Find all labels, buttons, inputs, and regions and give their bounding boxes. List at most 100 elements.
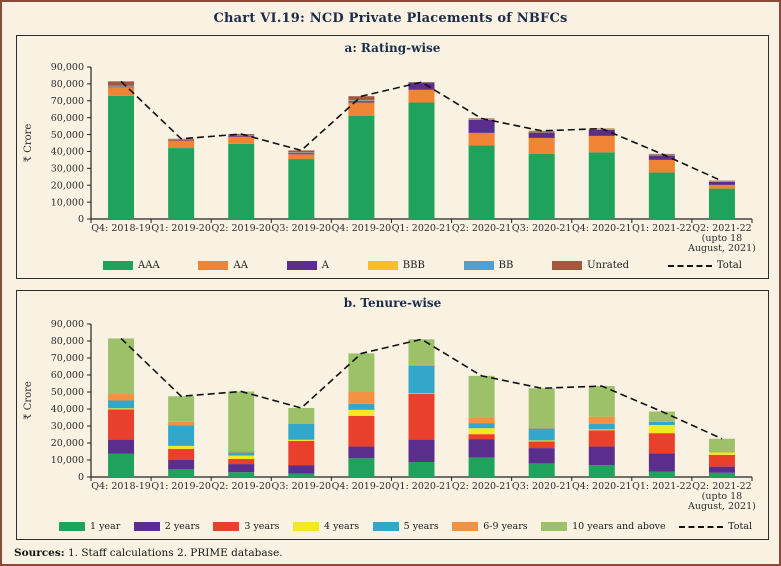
x-category-label: Q2: 2020-21	[452, 223, 512, 234]
legend-item-unrated: Unrated	[552, 260, 629, 271]
bar-segment-3-years	[348, 415, 375, 447]
bar-segment-a	[228, 135, 255, 137]
bar-segment-a	[408, 83, 435, 90]
y-axis-label: ₹ Crore	[23, 124, 34, 163]
bar-segment-1-year	[708, 472, 735, 477]
rating-chart: 0 10,000 20,000 30,000 40,000 50,000 60,000 70,…	[17, 60, 766, 261]
bar-segment-6-9-years	[348, 392, 375, 404]
bar-segment-aa	[588, 135, 615, 153]
y-tick-label: 50,000	[51, 130, 84, 141]
y-tick-label: 70,000	[51, 353, 84, 364]
bar-segment-3-years	[288, 440, 315, 466]
x-category-label: Q3: 2020-21	[512, 481, 572, 492]
bar-segment-3-years	[708, 454, 735, 467]
bar-segment-aaa	[228, 143, 255, 219]
bar-segment-unrated	[408, 82, 435, 83]
bar-segment-unrated	[108, 81, 135, 86]
bar-segment-aa	[108, 87, 135, 96]
x-category-label: Q4: 2018-19	[91, 223, 151, 234]
x-category-label: Q4: 2020-21	[572, 223, 632, 234]
legend-swatch-aa	[198, 261, 229, 270]
bar-segment-aa	[708, 184, 735, 189]
legend-label: AAA	[138, 260, 160, 271]
bar-segment-aa	[468, 132, 495, 146]
legend-item-bb: BB	[463, 260, 514, 271]
y-tick-label: 40,000	[51, 404, 84, 415]
legend-item-total: Total	[679, 521, 752, 532]
bar-segment-aa	[648, 159, 675, 173]
panel-rating-title: a: Rating-wise	[344, 41, 441, 55]
bar-segment-1-year	[468, 457, 495, 477]
x-category-label: Q2: 2021-22 (upto 18 August, 2021)	[687, 481, 756, 512]
bar-segment-3-years	[168, 448, 195, 460]
bar-segment-1-year	[648, 471, 675, 477]
bar-segment-2-years	[348, 446, 375, 459]
bar-segment-aaa	[348, 115, 375, 219]
legend-label: 10 years and above	[572, 521, 666, 532]
legend-swatch-aaa	[103, 261, 133, 270]
legend-swatch-5-years	[372, 522, 399, 531]
bar-segment-a	[288, 153, 315, 155]
bar-segment-6-9-years	[588, 416, 615, 424]
bar-segment-4-years	[348, 409, 375, 416]
bar-segment-4-years	[588, 429, 615, 431]
bar-segment-a	[348, 101, 375, 103]
bar-segment-2-years	[168, 460, 195, 470]
bar-segment-unrated	[288, 150, 315, 153]
legend-label: 1 year	[90, 521, 121, 532]
bar-segment-bb	[108, 85, 135, 87]
bar-segment-2-years	[468, 439, 495, 458]
tenure-legend: 1 year 2 years 3 years 4 years 5 years 6-9 ye…	[17, 521, 768, 532]
y-axis-label: ₹ Crore	[23, 381, 34, 420]
total-line	[120, 337, 723, 440]
bar-segment-aa	[528, 137, 555, 154]
bar-segment-2-years	[528, 448, 555, 464]
legend-label: BB	[498, 260, 514, 271]
legend-item-5-years: 5 years	[372, 521, 439, 532]
legend-dashed-line-sample	[679, 525, 724, 528]
legend-swatch-bbb	[367, 261, 398, 270]
bar-segment-bb	[348, 99, 375, 101]
legend-dashed-line-sample	[667, 264, 712, 267]
y-tick-label: 10,000	[51, 197, 84, 208]
bar-segment-3-years	[228, 458, 255, 465]
rating-chart-svg: 0 10,000 20,000 30,000 40,000 50,000 60,000 70,…	[23, 62, 756, 254]
bar-segment-10-years-and-above	[528, 388, 555, 428]
legend-item-2-years: 2 years	[133, 521, 200, 532]
bar-segment-4-years	[168, 445, 195, 449]
legend-label: Total	[716, 260, 742, 271]
bar-segment-10-years-and-above	[588, 386, 615, 417]
bar-segment-bbb	[348, 100, 375, 102]
bar-segment-3-years	[408, 393, 435, 440]
bar-segment-bbb	[288, 152, 315, 154]
y-tick-label: 90,000	[51, 62, 84, 73]
bar-segment-10-years-and-above	[708, 438, 735, 453]
legend-label: 6-9 years	[483, 521, 528, 532]
bar-segment-1-year	[228, 472, 255, 477]
x-category-label: Q4: 2019-20	[332, 481, 392, 492]
bar-segment-4-years	[408, 393, 435, 394]
bar-segment-4-years	[468, 428, 495, 435]
legend-item-aaa: AAA	[103, 260, 160, 271]
x-category-label: Q1: 2021-22	[632, 223, 692, 234]
bar-segment-2-years	[288, 465, 315, 474]
legend-label: BBB	[402, 260, 425, 271]
legend-label: AA	[233, 260, 248, 271]
figure-title: Chart VI.19: NCD Private Placements of N…	[213, 11, 568, 26]
x-category-label: Q2: 2021-22 (upto 18 August, 2021)	[687, 223, 756, 254]
bar-segment-bbb	[588, 129, 615, 130]
legend-item-6-9-years: 6-9 years	[452, 521, 528, 532]
bar-segment-a	[708, 181, 735, 185]
legend-label: 2 years	[164, 521, 200, 532]
legend-item-a: A	[286, 260, 329, 271]
bar-segment-2-years	[648, 453, 675, 472]
y-tick-label: 70,000	[51, 96, 84, 107]
bar-segment-2-years	[588, 446, 615, 466]
bar-segment-bbb	[648, 154, 675, 156]
bar-segment-aaa	[108, 95, 135, 219]
y-tick-label: 60,000	[51, 113, 84, 124]
legend-label: 5 years	[403, 521, 439, 532]
legend-item-aa: AA	[198, 260, 248, 271]
bar-segment-10-years-and-above	[168, 396, 195, 422]
bar-segment-unrated	[348, 96, 375, 100]
